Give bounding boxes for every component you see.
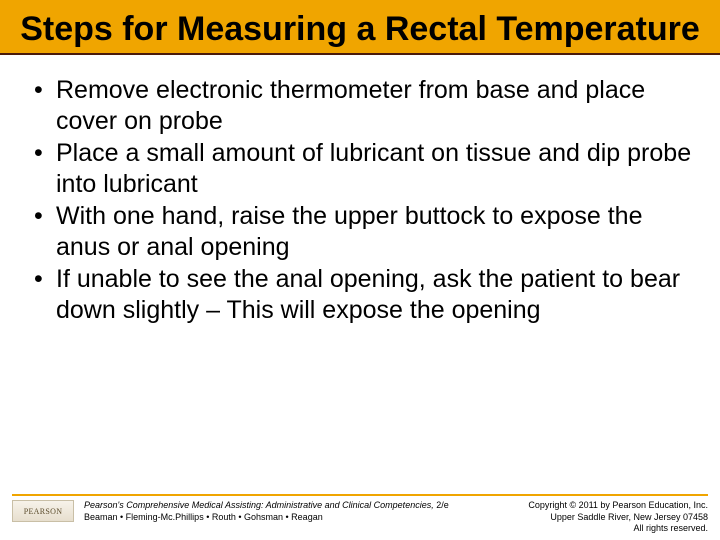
list-item: With one hand, raise the upper buttock t… (28, 201, 692, 262)
copyright-line: All rights reserved. (633, 523, 708, 533)
copyright-line: Copyright © 2011 by Pearson Education, I… (528, 500, 708, 510)
book-title: Pearson's Comprehensive Medical Assistin… (84, 500, 434, 510)
footer-citation: Pearson's Comprehensive Medical Assistin… (84, 500, 518, 523)
book-edition: 2/e (436, 500, 449, 510)
footer: PEARSON Pearson's Comprehensive Medical … (0, 494, 720, 540)
pearson-logo: PEARSON (12, 500, 74, 522)
copyright-line: Upper Saddle River, New Jersey 07458 (550, 512, 708, 522)
list-item: Place a small amount of lubricant on tis… (28, 138, 692, 199)
book-authors: Beaman • Fleming-Mc.Phillips • Routh • G… (84, 512, 323, 522)
list-item: If unable to see the anal opening, ask t… (28, 264, 692, 325)
bullet-list: Remove electronic thermometer from base … (28, 75, 692, 325)
title-bar: Steps for Measuring a Rectal Temperature (0, 0, 720, 53)
footer-row: PEARSON Pearson's Comprehensive Medical … (12, 500, 708, 534)
footer-rule (12, 494, 708, 496)
slide-title: Steps for Measuring a Rectal Temperature (20, 10, 700, 49)
footer-copyright: Copyright © 2011 by Pearson Education, I… (528, 500, 708, 534)
content-area: Remove electronic thermometer from base … (0, 55, 720, 325)
list-item: Remove electronic thermometer from base … (28, 75, 692, 136)
